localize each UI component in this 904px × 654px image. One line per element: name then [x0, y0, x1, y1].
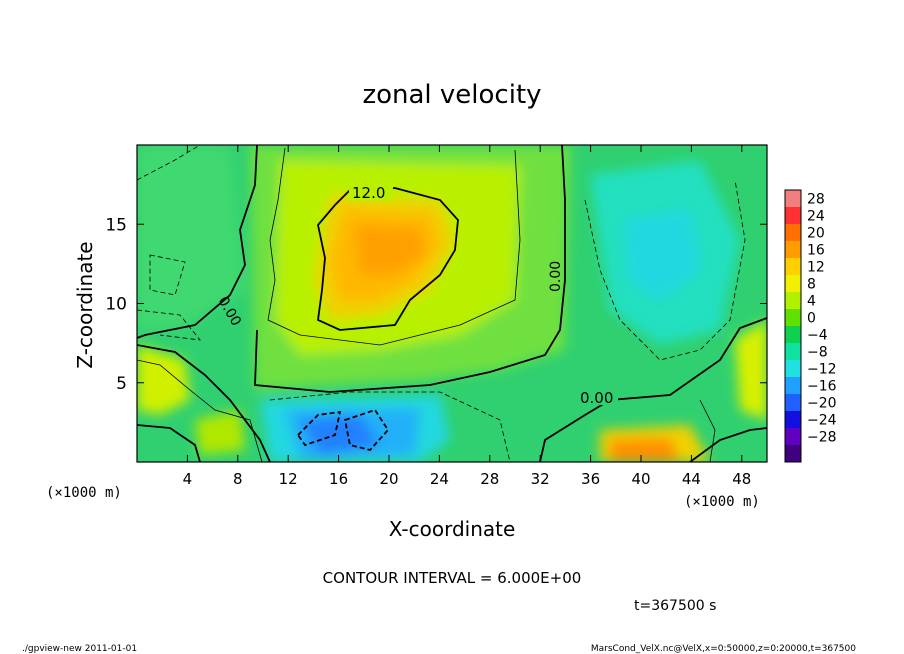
- colorbar-label: −4: [807, 328, 828, 344]
- contour-label-12: 12.0: [352, 184, 385, 202]
- x-tick-label: 20: [379, 470, 398, 488]
- colorbar-label: 20: [807, 226, 825, 242]
- z-tick-label: 10: [105, 295, 127, 315]
- colorbar-swatch: [785, 394, 801, 412]
- z-axis-title: Z-coordinate: [73, 241, 97, 368]
- contour-label-zero-1: 0.00: [580, 389, 613, 407]
- x-tick-label: 24: [430, 470, 449, 488]
- colorbar-swatch: [785, 309, 801, 327]
- colorbar-frame: [784, 189, 802, 463]
- z-axis: 5 10 15: [105, 215, 767, 394]
- colorbar-label: −8: [807, 345, 828, 361]
- colorbar-swatch: [785, 292, 801, 310]
- colorbar-label: 4: [807, 294, 816, 310]
- colorbar-label: 24: [807, 209, 825, 225]
- x-axis: 4 8 12 16 20 24 28 32 36 40 44 48: [183, 145, 751, 488]
- x-tick-label: 12: [279, 470, 298, 488]
- z-tick-label: 5: [116, 374, 127, 394]
- colorbar-label: −28: [807, 430, 837, 446]
- chart-title: zonal velocity: [362, 80, 541, 110]
- colorbar-label: −12: [807, 362, 837, 378]
- colorbar-swatch: [785, 258, 801, 276]
- x-tick-label: 16: [329, 470, 348, 488]
- x-tick-label: 28: [480, 470, 499, 488]
- colorbar-swatch: [785, 207, 801, 225]
- colorbar-swatch: [785, 241, 801, 259]
- colorbar-label: −20: [807, 396, 837, 412]
- colorbar-swatch: [785, 428, 801, 446]
- colorbar-label: 28: [807, 192, 825, 208]
- colorbar-swatch: [785, 190, 801, 208]
- x-tick-label: 8: [233, 470, 243, 488]
- colorbar-label: 0: [807, 311, 816, 327]
- colorbar-swatch: [785, 343, 801, 361]
- x-unit-right: (×1000 m): [684, 494, 760, 510]
- x-tick-label: 44: [682, 470, 701, 488]
- contour-label-zero-3: 0.00: [548, 261, 564, 292]
- colorbar-swatch: [785, 411, 801, 429]
- footer-left: ./gpview-new 2011-01-01: [22, 644, 137, 654]
- colorbar-label: 16: [807, 243, 825, 259]
- z-tick-label: 15: [105, 215, 127, 235]
- footer-right: MarsCond_VelX.nc@VelX,x=0:50000,z=0:2000…: [591, 644, 856, 654]
- colorbar-label: −16: [807, 379, 837, 395]
- x-tick-label: 40: [631, 470, 650, 488]
- x-tick-label: 36: [581, 470, 600, 488]
- colorbar-label: 12: [807, 260, 825, 276]
- x-unit-left: (×1000 m): [46, 485, 122, 501]
- colorbar-swatch: [785, 326, 801, 344]
- x-axis-title: X-coordinate: [389, 517, 516, 541]
- x-tick-label: 32: [531, 470, 550, 488]
- colorbar-label: −24: [807, 413, 837, 429]
- colorbar-swatch: [785, 224, 801, 242]
- colorbar-swatch: [785, 377, 801, 395]
- colorbar-swatch: [785, 275, 801, 293]
- x-tick-label: 48: [732, 470, 751, 488]
- time-label: t=367500 s: [634, 598, 716, 614]
- colorbar-label: 8: [807, 277, 816, 293]
- x-tick-label: 4: [183, 470, 193, 488]
- colorbar-swatch: [785, 360, 801, 378]
- contour-interval: CONTOUR INTERVAL = 6.000E+00: [323, 569, 582, 587]
- plot-area: [137, 145, 767, 462]
- colorbar-swatch: [785, 445, 801, 463]
